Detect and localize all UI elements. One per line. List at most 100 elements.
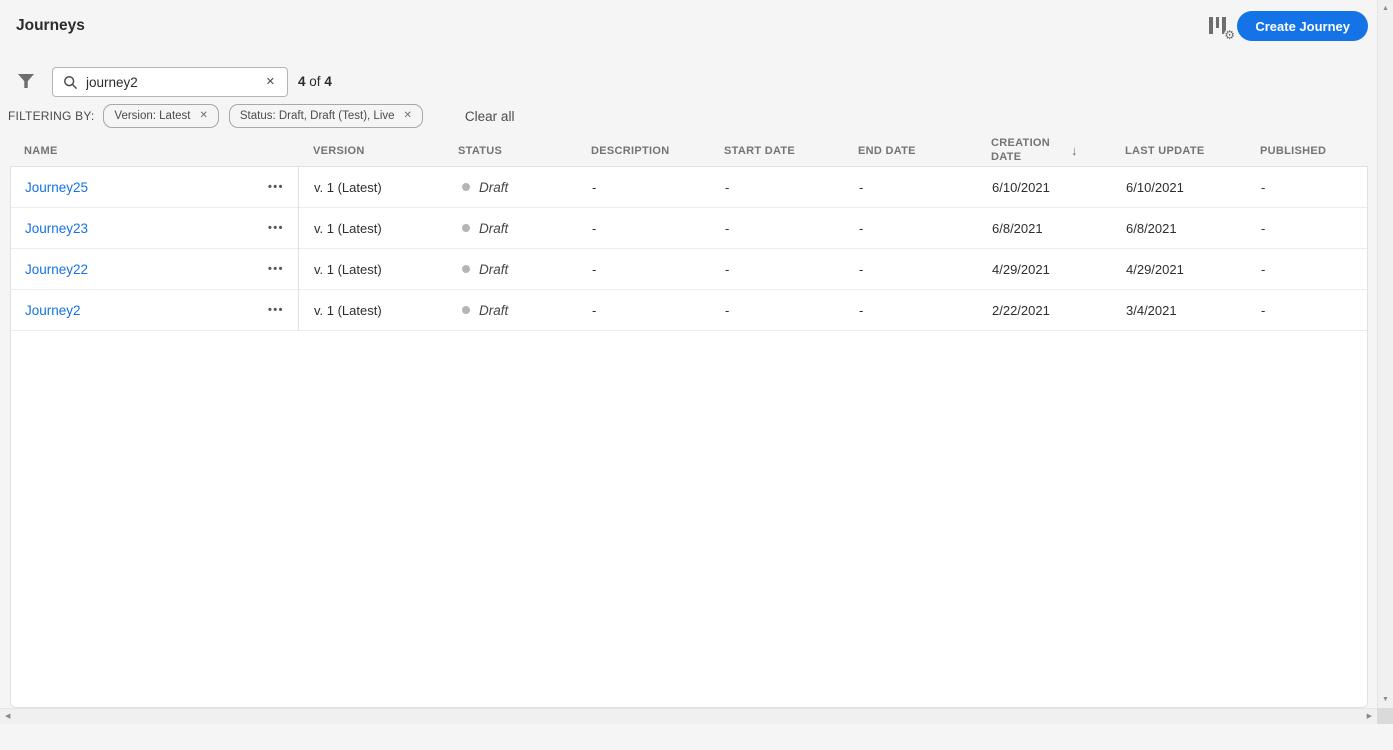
scroll-down-icon[interactable]: ▼: [1377, 691, 1393, 708]
result-count-current: 4: [298, 74, 306, 89]
description-cell: -: [592, 302, 597, 318]
column-header-description[interactable]: DESCRIPTION: [591, 144, 670, 157]
page-title: Journeys: [16, 17, 85, 34]
status-dot-icon: [462, 265, 470, 273]
column-header-start-date[interactable]: START DATE: [724, 144, 796, 157]
vertical-scrollbar[interactable]: ▲ ▼: [1377, 0, 1393, 708]
scroll-up-icon[interactable]: ▲: [1377, 0, 1393, 17]
status-label: Draft: [479, 261, 509, 277]
ellipsis-icon: •••: [267, 221, 284, 234]
table-row[interactable]: Journey25 ••• v. 1 (Latest) Draft - - - …: [11, 167, 1367, 208]
start-date-cell: -: [725, 179, 730, 195]
published-cell: -: [1261, 220, 1266, 236]
end-date-cell: -: [859, 179, 864, 195]
end-date-cell: -: [859, 220, 864, 236]
last-update-cell: 6/10/2021: [1126, 179, 1184, 195]
column-header-version[interactable]: VERSION: [313, 144, 365, 157]
ellipsis-icon: •••: [267, 180, 284, 193]
published-cell: -: [1261, 179, 1266, 195]
name-cell: Journey22 •••: [11, 260, 298, 279]
filter-chip-version-remove-icon[interactable]: ✕: [199, 110, 208, 121]
published-cell: -: [1261, 261, 1266, 277]
status-cell: Draft: [449, 262, 582, 277]
status-dot-icon: [462, 224, 470, 232]
last-update-cell: 4/29/2021: [1126, 261, 1184, 277]
scrollbar-corner: [1377, 708, 1393, 724]
ellipsis-icon: •••: [267, 303, 284, 316]
status-cell: Draft: [449, 221, 582, 236]
version-cell: v. 1 (Latest): [314, 261, 382, 277]
table-row[interactable]: Journey22 ••• v. 1 (Latest) Draft - - - …: [11, 249, 1367, 290]
table-header: NAME VERSION STATUS DESCRIPTION START DA…: [10, 135, 1368, 166]
result-count-of: of: [309, 74, 321, 89]
sort-descending-icon: ↓: [1071, 143, 1078, 158]
journey-name-link[interactable]: Journey22: [25, 261, 89, 277]
column-header-name[interactable]: NAME: [24, 144, 58, 157]
last-update-cell: 6/8/2021: [1126, 220, 1177, 236]
creation-date-cell: 6/10/2021: [992, 179, 1050, 195]
filter-toggle-button[interactable]: [15, 71, 37, 93]
description-cell: -: [592, 261, 597, 277]
filter-chip-version-label: Version: Latest: [114, 110, 191, 122]
creation-date-cell: 4/29/2021: [992, 261, 1050, 277]
creation-date-cell: 2/22/2021: [992, 302, 1050, 318]
filter-bar: FILTERING BY: Version: Latest ✕ Status: …: [8, 104, 1363, 128]
version-cell: v. 1 (Latest): [314, 302, 382, 318]
table-row[interactable]: Journey2 ••• v. 1 (Latest) Draft - - - 2…: [11, 290, 1367, 331]
ellipsis-icon: •••: [267, 262, 284, 275]
journey-name-link[interactable]: Journey23: [25, 220, 89, 236]
start-date-cell: -: [725, 261, 730, 277]
row-menu-button[interactable]: •••: [262, 260, 290, 279]
table-row[interactable]: Journey23 ••• v. 1 (Latest) Draft - - - …: [11, 208, 1367, 249]
horizontal-scrollbar[interactable]: ◀ ▶: [0, 708, 1377, 724]
status-dot-icon: [462, 306, 470, 314]
column-settings-button[interactable]: ⚙: [1207, 15, 1235, 41]
name-cell: Journey2 •••: [11, 301, 298, 320]
status-cell: Draft: [449, 180, 582, 195]
gear-icon: ⚙: [1224, 28, 1235, 42]
version-cell: v. 1 (Latest): [314, 179, 382, 195]
row-menu-button[interactable]: •••: [262, 301, 290, 320]
scroll-right-icon[interactable]: ▶: [1362, 708, 1377, 725]
row-menu-button[interactable]: •••: [262, 178, 290, 197]
columns-bars-icon: [1209, 17, 1231, 35]
description-cell: -: [592, 179, 597, 195]
version-cell: v. 1 (Latest): [314, 220, 382, 236]
row-menu-button[interactable]: •••: [262, 219, 290, 238]
column-settings-icon: ⚙: [1209, 17, 1235, 41]
status-label: Draft: [479, 179, 509, 195]
name-cell: Journey25 •••: [11, 178, 298, 197]
creation-date-cell: 6/8/2021: [992, 220, 1043, 236]
status-cell: Draft: [449, 303, 582, 318]
published-cell: -: [1261, 302, 1266, 318]
column-header-status[interactable]: STATUS: [458, 144, 503, 157]
search-icon: [64, 75, 78, 89]
last-update-cell: 3/4/2021: [1126, 302, 1177, 318]
status-dot-icon: [462, 183, 470, 191]
filter-chip-status: Status: Draft, Draft (Test), Live ✕: [228, 104, 423, 128]
start-date-cell: -: [725, 302, 730, 318]
journey-name-link[interactable]: Journey2: [25, 302, 81, 318]
result-count-total: 4: [324, 74, 332, 89]
column-header-end-date[interactable]: END DATE: [858, 144, 916, 157]
end-date-cell: -: [859, 302, 864, 318]
search-box: ✕: [52, 67, 288, 97]
journey-name-link[interactable]: Journey25: [25, 179, 89, 195]
clear-all-button[interactable]: Clear all: [464, 108, 515, 124]
name-cell: Journey23 •••: [11, 219, 298, 238]
filter-chip-version: Version: Latest ✕: [103, 104, 219, 128]
filter-chip-status-remove-icon[interactable]: ✕: [403, 110, 412, 121]
scroll-left-icon[interactable]: ◀: [0, 708, 15, 725]
filtering-by-label: FILTERING BY:: [8, 109, 95, 123]
column-header-published[interactable]: PUBLISHED: [1260, 144, 1327, 157]
clear-search-button[interactable]: ✕: [265, 75, 275, 88]
description-cell: -: [592, 220, 597, 236]
create-journey-button[interactable]: Create Journey: [1237, 11, 1368, 41]
column-header-last-update[interactable]: LAST UPDATE: [1125, 144, 1205, 157]
creation-date-label: CREATION DATE: [991, 136, 1051, 163]
search-input[interactable]: [86, 74, 264, 90]
result-count: 4 of 4: [298, 74, 332, 89]
filter-chip-status-label: Status: Draft, Draft (Test), Live: [239, 110, 395, 122]
column-header-creation-date[interactable]: CREATION DATE ↓: [981, 137, 1115, 165]
